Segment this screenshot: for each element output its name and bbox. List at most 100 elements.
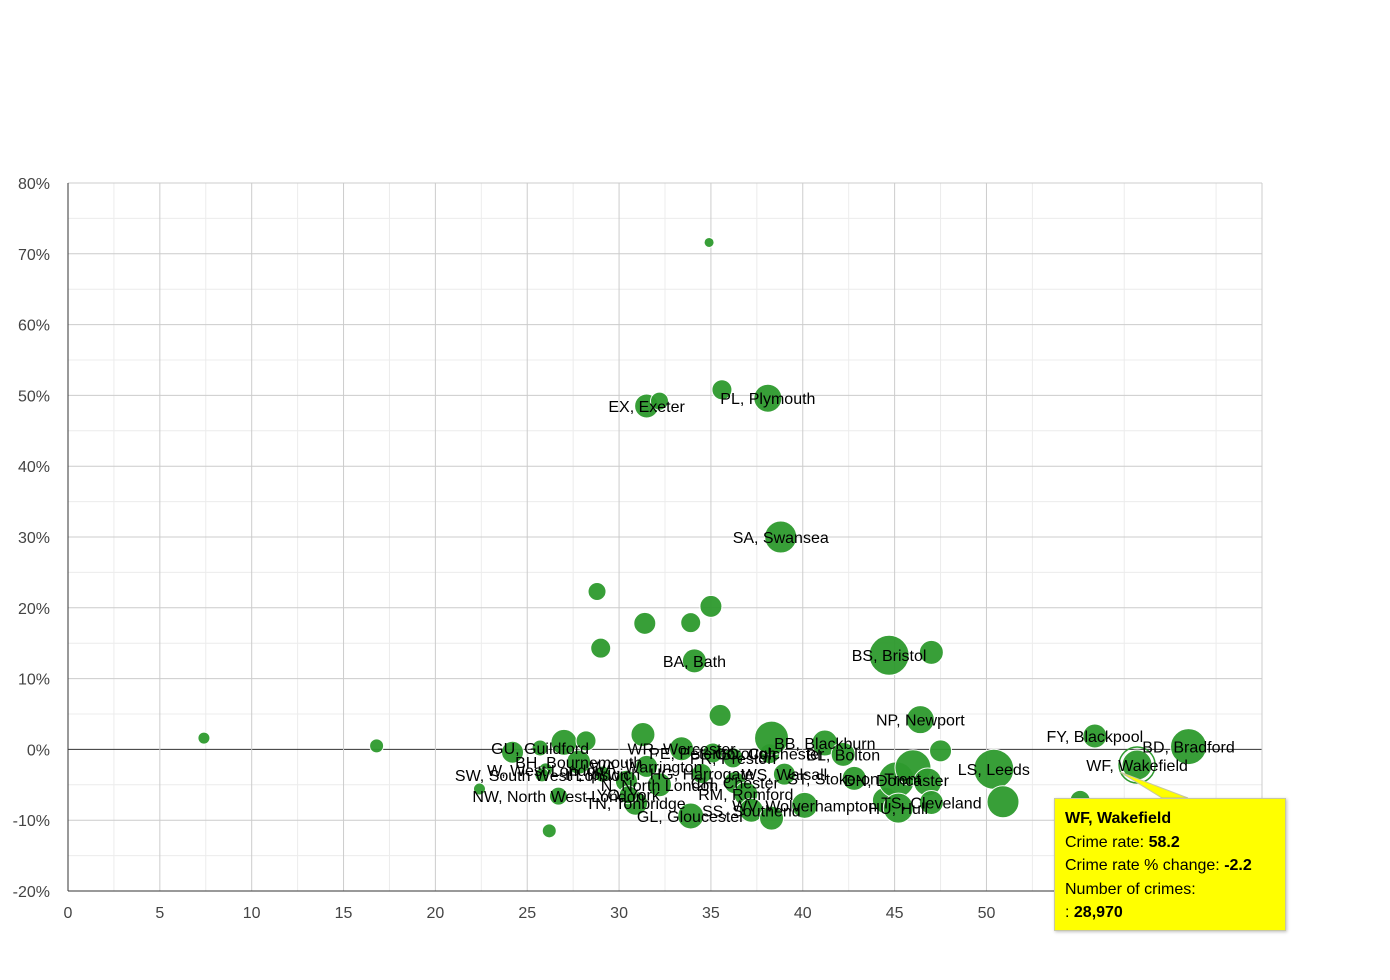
bubble[interactable]: [590, 637, 612, 659]
point-label: CO, Colchester: [715, 747, 825, 764]
y-tick-label: 60%: [18, 318, 50, 335]
chart-point-labels: EX, Exeter PL, Plymouth SA, Swansea BA, Bat…: [455, 391, 1235, 826]
tooltip-crime-rate-change: Crime rate % change: -2.2: [1065, 857, 1252, 874]
bubble[interactable]: [472, 782, 486, 796]
point-label: DN, Doncaster: [844, 773, 950, 790]
point-label: PR, Preston: [690, 751, 776, 768]
y-tick-label: -10%: [13, 813, 50, 830]
y-tick-label: 70%: [18, 247, 50, 264]
bubble[interactable]: [680, 612, 702, 634]
bubble-bd[interactable]: [1170, 728, 1208, 766]
bubble-hg[interactable]: [691, 762, 713, 784]
point-label: BD, Bradford: [1142, 740, 1234, 757]
bubble-ts[interactable]: [918, 790, 944, 815]
bubble-n[interactable]: [646, 772, 672, 798]
bubble-ba[interactable]: [681, 648, 707, 674]
bubble-nw[interactable]: [548, 786, 568, 806]
bubble-pl[interactable]: [753, 383, 783, 413]
bubble[interactable]: [541, 823, 557, 839]
point-label: FY, Blackpool: [1047, 729, 1144, 746]
bubble-hu[interactable]: [882, 792, 914, 824]
bubble-gl[interactable]: [677, 802, 705, 830]
bubble-bs[interactable]: [868, 634, 910, 676]
x-tick-label: 20: [426, 905, 444, 922]
bubble-sa[interactable]: [764, 520, 798, 554]
bubble-np[interactable]: [905, 705, 935, 735]
point-label: PE, Peterborough: [649, 746, 776, 763]
point-label: SW, South West London: [455, 768, 629, 785]
point-label: BL, Bolton: [806, 747, 880, 764]
tooltip-crime-rate: Crime rate: 58.2: [1065, 833, 1180, 851]
bubble-pe[interactable]: [702, 742, 724, 764]
bubble-gu[interactable]: [531, 739, 549, 757]
bubble[interactable]: [575, 730, 597, 752]
bubble[interactable]: [369, 738, 385, 754]
bubble[interactable]: [630, 722, 656, 748]
point-label: N, North London: [601, 778, 718, 795]
bubble-sw[interactable]: [534, 767, 550, 783]
bubble[interactable]: [711, 379, 733, 401]
bubble[interactable]: [501, 740, 525, 764]
x-tick-label: 50: [978, 905, 996, 922]
y-tick-label: 80%: [18, 176, 50, 193]
bubble[interactable]: [649, 391, 669, 411]
point-label: WV, Wolverhampton: [732, 798, 877, 815]
point-label: RM, Romford: [698, 787, 793, 804]
bubble[interactable]: [633, 611, 657, 635]
point-label: CH, Chester: [691, 776, 780, 793]
x-tick-label: 15: [335, 905, 353, 922]
x-tick-label: 25: [518, 905, 536, 922]
point-label: BA, Bath: [663, 654, 726, 671]
point-label: GU, Guildford: [491, 741, 589, 758]
point-label: NP, Newport: [876, 713, 965, 730]
point-label: SS, Southend: [702, 803, 801, 820]
bubble[interactable]: [703, 236, 715, 248]
point-label: YO, York: [597, 788, 661, 805]
point-label: PL, Plymouth: [720, 391, 815, 408]
bubble[interactable]: [587, 582, 607, 602]
bubble-wr[interactable]: [669, 736, 695, 762]
bubble-pr[interactable]: [722, 747, 744, 769]
bubble[interactable]: [918, 639, 944, 665]
bubble[interactable]: [986, 785, 1020, 819]
bubble-wv[interactable]: [791, 791, 819, 819]
x-tick-label: 30: [610, 905, 628, 922]
point-label: GL, Gloucester: [637, 809, 745, 826]
bubble[interactable]: [197, 731, 211, 745]
point-label: WR, Worcester: [627, 742, 736, 759]
point-label: BH, Bournemouth: [515, 755, 642, 772]
bubble-bl[interactable]: [830, 741, 856, 767]
bubble-ip[interactable]: [594, 765, 612, 783]
point-label: HG, Harrogate: [650, 766, 754, 783]
bubble[interactable]: [708, 703, 732, 727]
bubble-yo[interactable]: [618, 785, 638, 805]
bubble-bb[interactable]: [811, 729, 839, 757]
bubble[interactable]: [929, 739, 953, 763]
point-label: IP, Ipswich: [565, 767, 640, 784]
y-tick-label: 10%: [18, 672, 50, 689]
y-tick-label: 50%: [18, 388, 50, 405]
y-tick-label: 40%: [18, 459, 50, 476]
y-tick-label: 30%: [18, 530, 50, 547]
point-label: ST, Stoke-on-Trent: [787, 771, 921, 788]
bubble[interactable]: [754, 720, 790, 756]
bubble[interactable]: [759, 805, 785, 831]
y-tick-label: 20%: [18, 601, 50, 618]
point-label: TS, Cleveland: [881, 796, 982, 813]
point-label: WA, Warrington: [591, 759, 703, 776]
bubble-wa[interactable]: [635, 754, 659, 778]
x-tick-label: 10: [243, 905, 261, 922]
chart-bubbles: [197, 236, 1208, 839]
bubble-ws[interactable]: [772, 762, 796, 786]
bubble-st[interactable]: [841, 765, 867, 791]
bubble-fy[interactable]: [1082, 723, 1108, 749]
point-label: BB, Blackburn: [774, 736, 875, 753]
point-label: SA, Swansea: [733, 530, 829, 547]
point-label: BS, Bristol: [852, 648, 927, 665]
point-label: WF, Wakefield: [1086, 758, 1188, 775]
bubble[interactable]: [699, 594, 723, 618]
bubble-bh[interactable]: [566, 749, 592, 775]
y-tick-label: -20%: [13, 884, 50, 901]
point-label: NW, North West London: [472, 789, 644, 806]
